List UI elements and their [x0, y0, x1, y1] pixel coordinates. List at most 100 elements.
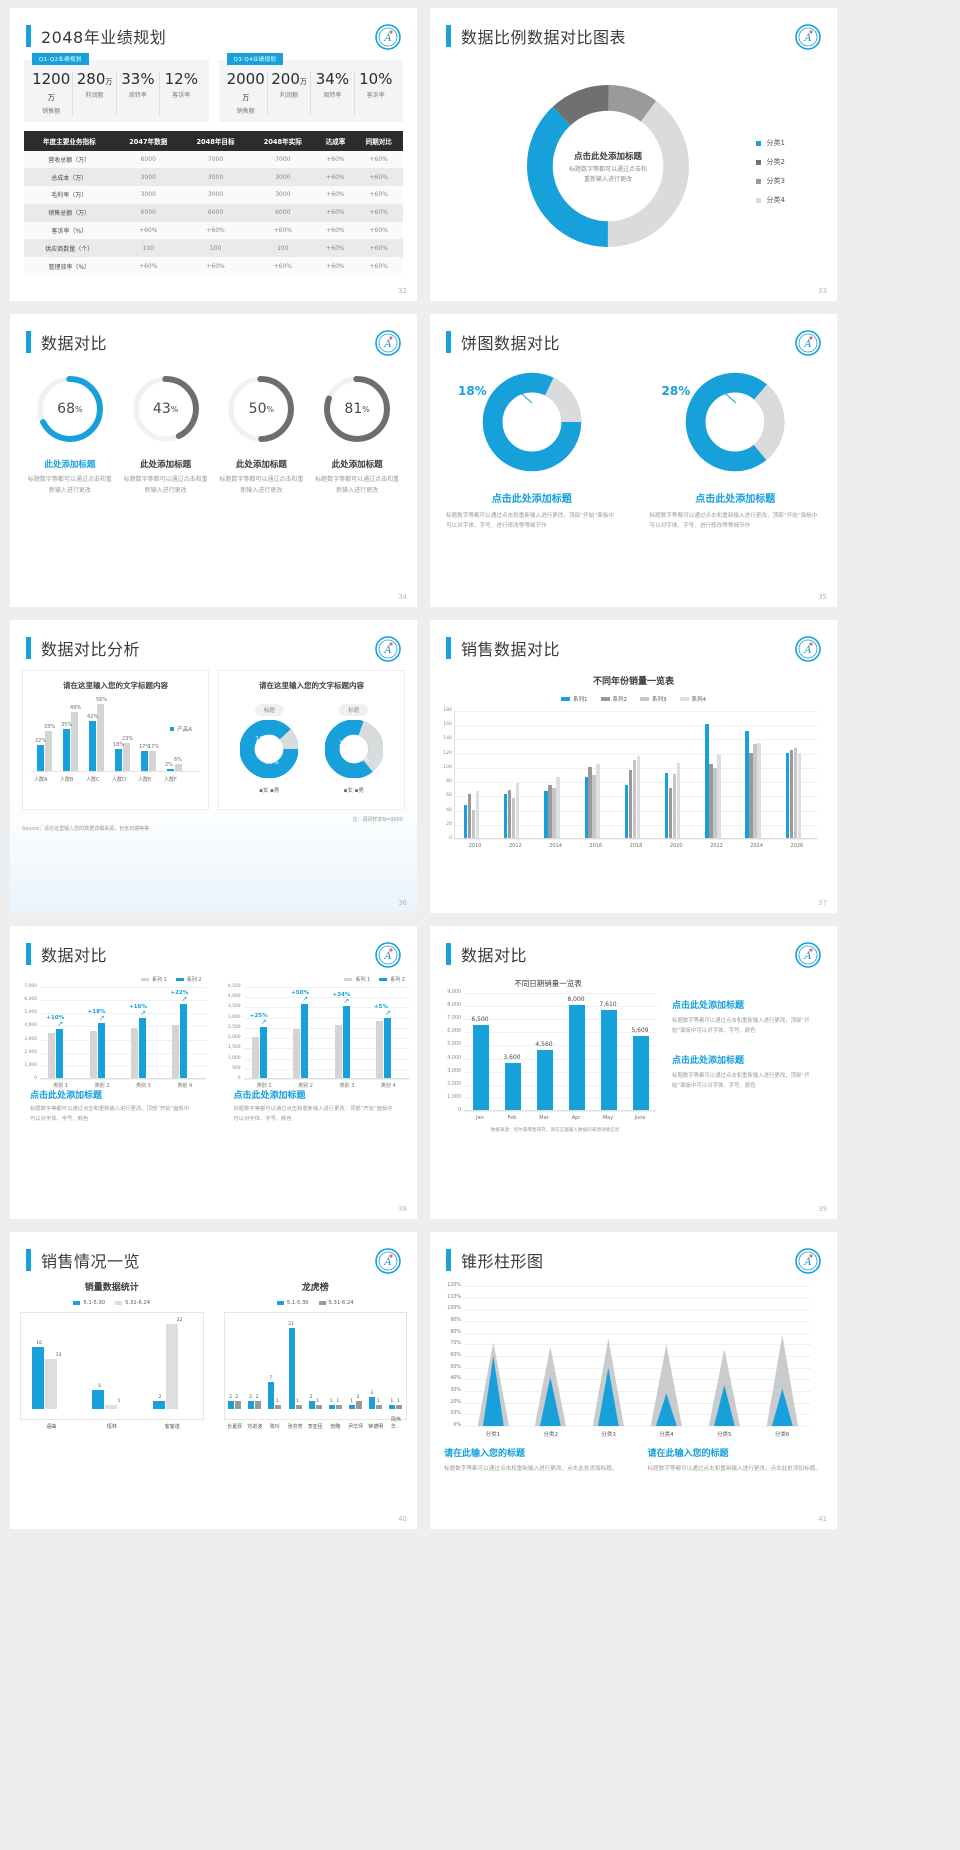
bar: [596, 764, 600, 838]
legend-item[interactable]: 5.1-5.30: [73, 1300, 105, 1306]
legend-item[interactable]: 系列2: [600, 695, 627, 703]
table-cell: +60%: [354, 221, 403, 240]
legend-item[interactable]: 分类3: [755, 176, 785, 186]
x-axis-label: 人群E: [138, 777, 152, 783]
legend-item[interactable]: 分类2: [755, 157, 785, 167]
ring-desc: 标题数字等都可以通过点击和重新输入进行更改: [219, 476, 304, 494]
legend-item[interactable]: 系列4: [679, 695, 706, 703]
donut-gray-label: 12%: [255, 736, 269, 743]
legend-item[interactable]: 系列 2: [175, 976, 202, 983]
ring-value: 81%: [344, 401, 370, 417]
bar: [71, 712, 78, 771]
gridline: [464, 1321, 811, 1322]
table-cell: +60%: [181, 221, 250, 240]
legend-item[interactable]: 5.31-6.24: [318, 1300, 354, 1306]
legend-item[interactable]: 分类1: [755, 138, 785, 148]
accent-bar: [446, 331, 451, 353]
legend-item[interactable]: 产品A: [170, 725, 192, 733]
legend-item[interactable]: 系列 1: [344, 976, 370, 983]
legend-item[interactable]: 5.1-5.30: [276, 1300, 309, 1306]
page-number: 36: [398, 899, 407, 907]
bar-value-label: 2: [309, 1395, 313, 1401]
table-cell: 6000: [249, 203, 317, 222]
kpi-group-q3q4: Q3-Q4业绩规划 2000万 销售额 200万 利润额 34% 周转率: [218, 53, 403, 122]
legend-label: 5.1-5.30: [83, 1300, 106, 1306]
y-axis-tick: 40%: [450, 1376, 461, 1382]
gridline: [464, 1332, 811, 1334]
donut-legend: ▪女 ▪男: [259, 788, 280, 794]
kpi-label: 销售额: [236, 107, 255, 115]
legend-item[interactable]: 系列1: [561, 695, 588, 703]
bar-group: [248, 1401, 262, 1409]
chart-legend: 系列 1 系列 2: [220, 976, 405, 983]
bar: [717, 754, 721, 838]
x-axis-label: 李亚臣: [307, 1424, 323, 1430]
gridline: [455, 711, 817, 712]
legend-item[interactable]: 系列 1: [140, 976, 167, 983]
footer-block: 请在此输入您的标题 标题数字等都可以通过点击和重新输入进行更改，点击此处添加标题…: [634, 1446, 838, 1474]
bar-value-label: 7: [269, 1376, 273, 1382]
x-axis-label: 刘进波: [247, 1424, 263, 1430]
brand-logo-icon: A: [375, 1248, 401, 1274]
bar: [664, 772, 669, 838]
bar: [745, 731, 749, 838]
legend-item[interactable]: 5.31-6.24: [115, 1300, 150, 1306]
y-axis-tick: 4,500: [227, 984, 241, 989]
bar-value-label: 17%: [148, 743, 160, 750]
up-arrow-icon: ↗: [98, 1013, 105, 1022]
kpi-value: 12%: [164, 70, 198, 88]
bar: [293, 1028, 301, 1078]
kpi-unit: 万: [242, 93, 250, 102]
kpi-label: 利润额: [280, 91, 299, 99]
x-axis-label: 桓林: [106, 1424, 117, 1430]
y-axis-tick: 3,000: [24, 1036, 37, 1042]
bar-value-label: 4,560: [535, 1041, 553, 1049]
legend-swatch-icon: [344, 978, 353, 981]
legend-item[interactable]: 系列3: [640, 695, 667, 703]
legend-label: 系列 2: [390, 977, 405, 983]
x-axis-label: 分类1: [485, 1432, 501, 1438]
bar-value-label: 1: [390, 1399, 394, 1405]
bar: [536, 1050, 553, 1110]
kpi-label: 利润额: [85, 91, 104, 99]
y-axis-tick: 20: [446, 821, 452, 827]
donut-chart: [482, 372, 582, 472]
cone-blue: [598, 1367, 619, 1426]
bar-value-label: 2: [229, 1395, 233, 1401]
gridline: [243, 1017, 409, 1019]
bar-group: [141, 750, 156, 771]
kpi-group-q1q2: Q1-Q2业绩规划 1200万 销售额 280万 利润额 33% 周转率: [24, 53, 209, 122]
y-axis-tick: 500: [232, 1065, 241, 1071]
y-axis-tick: 5,000: [24, 1010, 37, 1016]
bar: [713, 768, 717, 838]
bar-value-label: 2: [249, 1395, 253, 1401]
up-arrow-icon: ↗: [343, 997, 350, 1006]
gridline: [464, 1071, 657, 1073]
page-number: 40: [398, 1515, 407, 1523]
x-axis-label: 语曲: [46, 1424, 57, 1430]
bar: [376, 1405, 383, 1409]
kpi-value: 34%: [315, 70, 350, 88]
donut-block: 标题 12% 88% ▪女 ▪男: [239, 697, 299, 794]
slide-34-header: 数据对比: [10, 314, 417, 354]
bar: [180, 1004, 188, 1078]
chart-block-right: 系列 1 系列 2 4,500 4,000 3,500 3,000 2,500 2,000…: [214, 976, 418, 1124]
bar: [383, 1017, 391, 1078]
y-axis-tick: 70%: [450, 1341, 461, 1347]
chart-legend: 5.1-5.30 5.31-6.24: [224, 1300, 408, 1306]
brand-logo-icon: A: [795, 24, 821, 50]
y-axis-tick: 7,000: [24, 984, 37, 989]
legend-item[interactable]: 分类4: [755, 195, 785, 205]
table-cell: +60%: [354, 257, 403, 275]
gridline: [464, 1402, 811, 1404]
legend-item[interactable]: 系列 2: [379, 976, 405, 983]
block-title: 点击此处添加标题: [672, 1001, 745, 1011]
bar-group: [664, 762, 681, 838]
pie-desc: 标题数字等都可以通过点击和重新输入进行更改，顶部“开始”面板中可以对字体、字号、…: [446, 513, 615, 530]
bar: [44, 1359, 57, 1409]
bar: [705, 724, 709, 838]
block-title: 点击此处添加标题: [30, 1091, 103, 1101]
growth-label: +10%: [46, 1015, 65, 1022]
bar: [512, 798, 516, 838]
y-axis-tick: 0: [237, 1076, 241, 1081]
